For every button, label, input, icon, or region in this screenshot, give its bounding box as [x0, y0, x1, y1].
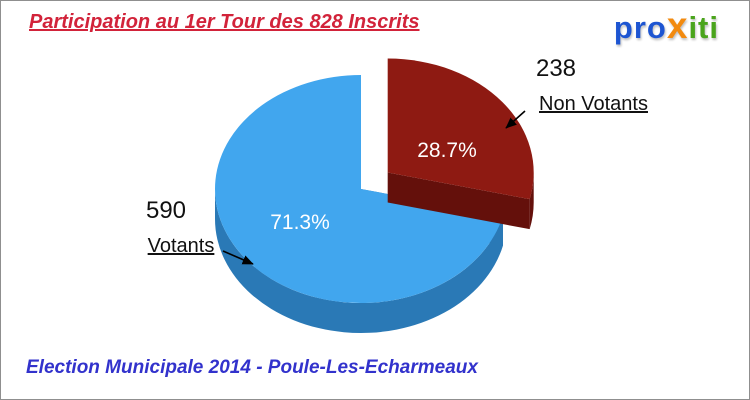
callout-arrows	[222, 110, 526, 265]
pie-slices	[214, 58, 534, 334]
non-votants-callout-arrow	[505, 110, 526, 129]
pie-slice-top-non-votants	[387, 58, 534, 200]
logo-part-x: x	[666, 5, 689, 46]
logo-part-iti: iti	[688, 10, 719, 45]
pie-slice-face-non-votants	[387, 172, 530, 230]
page-title: Participation au 1er Tour des 828 Inscri…	[29, 11, 420, 33]
pie-slice-wall-votants	[215, 189, 503, 334]
footer-caption: Election Municipale 2014 - Poule-Les-Ech…	[26, 357, 478, 378]
proxiti-logo[interactable]: proxiti	[614, 5, 719, 47]
non-votants-label: Non Votants	[539, 93, 648, 115]
votants-callout-arrow	[222, 250, 254, 265]
votants-count: 590	[145, 197, 187, 224]
pie-slice-wall-non-votants	[529, 172, 534, 230]
logo-part-pro: pro	[613, 10, 667, 45]
non-votants-count: 238	[535, 55, 577, 82]
votants-percent-label: 71.3%	[270, 211, 330, 234]
non-votants-percent-label: 28.7%	[417, 139, 477, 162]
votants-label: Votants	[147, 235, 215, 257]
pie-slice-top-votants	[214, 75, 503, 303]
